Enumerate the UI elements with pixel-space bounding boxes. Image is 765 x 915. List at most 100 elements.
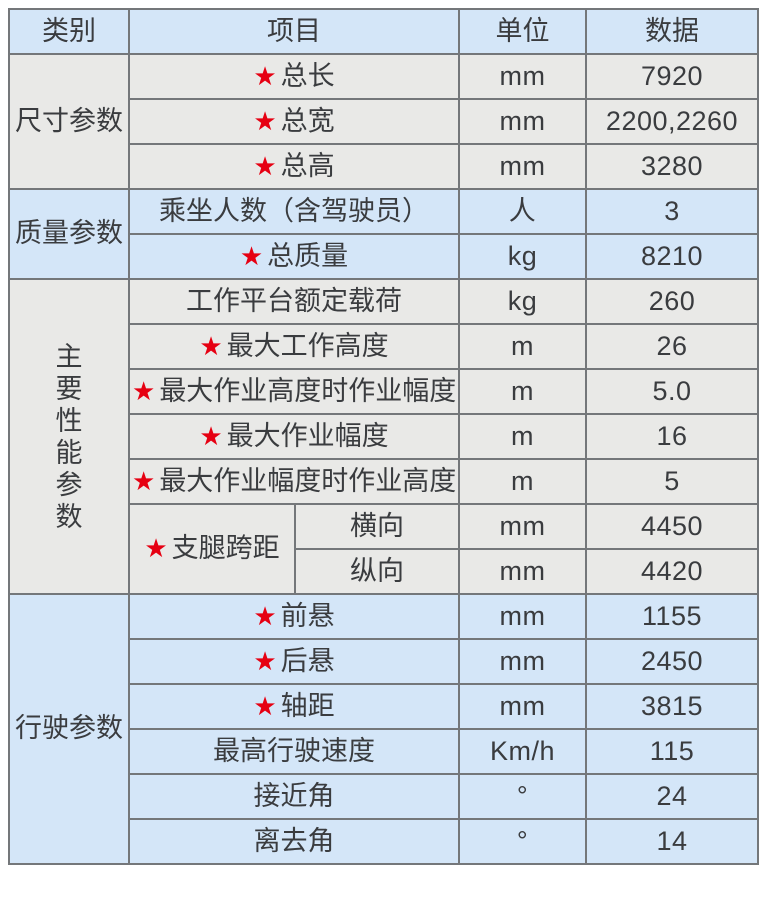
item-label: 总长 — [280, 60, 335, 91]
value-cell: 5 — [585, 458, 759, 505]
spec-table-body: 尺寸参数 ★ 总长 mm 7920 ★ 总宽 mm 2200,2260 ★ 总高 mm 3280 质量参数… — [8, 53, 759, 865]
item-cell: 最高行驶速度 — [128, 728, 460, 775]
value-cell: 2200,2260 — [585, 98, 759, 145]
unit-cell: m — [458, 323, 587, 370]
value-cell: 260 — [585, 278, 759, 325]
item-cell: ★ 最大作业幅度时作业高度 — [128, 458, 460, 505]
table-row: ★ 总宽 mm 2200,2260 — [9, 98, 759, 145]
table-row: ★ 总质量 kg 8210 — [9, 233, 759, 280]
header-item: 项目 — [128, 8, 460, 55]
item-label: 轴距 — [280, 690, 335, 721]
category-char: 主 — [55, 341, 83, 372]
value-cell: 1155 — [585, 593, 759, 640]
table-row: ★ 总高 mm 3280 — [9, 143, 759, 190]
value-cell: 3280 — [585, 143, 759, 190]
unit-cell: mm — [458, 53, 587, 100]
unit-cell: 人 — [458, 188, 587, 235]
item-cell: 乘坐人数（含驾驶员） — [128, 188, 460, 235]
category-char: 性 — [55, 405, 83, 436]
category-char: 要 — [55, 373, 83, 404]
spec-table: 类别 项目 单位 数据 尺寸参数 ★ 总长 mm 7920 ★ 总宽 mm 2200,2260 ★… — [8, 8, 759, 865]
value-cell: 3 — [585, 188, 759, 235]
table-row: ★ 后悬 mm 2450 — [9, 638, 759, 685]
unit-cell: m — [458, 458, 587, 505]
unit-cell: ° — [458, 773, 587, 820]
unit-cell: mm — [458, 98, 587, 145]
item-label: 最大作业幅度时作业高度 — [159, 465, 457, 496]
item-label: 接近角 — [253, 780, 335, 811]
header-row: 类别 项目 单位 数据 — [8, 8, 759, 55]
star-icon: ★ — [253, 690, 277, 721]
sub-item-cell: 横向 — [294, 503, 460, 550]
item-cell: 接近角 — [128, 773, 460, 820]
star-icon: ★ — [199, 330, 223, 361]
item-cell: ★ 总长 — [128, 53, 460, 100]
item-label: 总质量 — [267, 240, 349, 271]
category-char: 参 — [55, 469, 83, 500]
item-cell: ★ 总宽 — [128, 98, 460, 145]
star-icon: ★ — [239, 240, 264, 271]
value-cell: 8210 — [585, 233, 759, 280]
value-cell: 3815 — [585, 683, 759, 730]
unit-cell: Km/h — [458, 728, 587, 775]
value-cell: 7920 — [585, 53, 759, 100]
star-icon: ★ — [253, 600, 277, 631]
item-label: 工作平台额定载荷 — [186, 285, 402, 316]
unit-cell: mm — [458, 548, 587, 595]
item-label: 前悬 — [280, 600, 335, 631]
category-char: 能 — [55, 437, 83, 468]
table-row: ★ 支腿跨距 横向 mm 4450 — [9, 503, 759, 595]
item-cell: ★ 最大作业高度时作业幅度 — [128, 368, 460, 415]
table-row: ★ 最大作业幅度 m 16 — [9, 413, 759, 460]
item-cell: 离去角 — [128, 818, 460, 865]
unit-cell: kg — [458, 233, 587, 280]
item-cell: ★ 总质量 — [128, 233, 460, 280]
value-cell: 4420 — [585, 548, 759, 595]
value-cell: 2450 — [585, 638, 759, 685]
item-label: 最大作业高度时作业幅度 — [159, 375, 457, 406]
unit-cell: mm — [458, 638, 587, 685]
unit-cell: m — [458, 413, 587, 460]
unit-cell: mm — [458, 593, 587, 640]
item-cell: ★ 总高 — [128, 143, 460, 190]
value-cell: 14 — [585, 818, 759, 865]
unit-cell: m — [458, 368, 587, 415]
item-label: 后悬 — [280, 645, 335, 676]
item-label: 离去角 — [253, 825, 335, 856]
star-icon: ★ — [253, 150, 277, 181]
table-row: ★ 轴距 mm 3815 — [9, 683, 759, 730]
item-label: 最大作业幅度 — [226, 420, 389, 451]
table-row: 尺寸参数 ★ 总长 mm 7920 — [8, 53, 759, 190]
item-label: 支腿跨距 — [171, 533, 280, 564]
page: 类别 项目 单位 数据 尺寸参数 ★ 总长 mm 7920 ★ 总宽 mm 2200,2260 ★… — [8, 8, 759, 865]
value-cell: 16 — [585, 413, 759, 460]
category-cell: 质量参数 — [8, 188, 130, 280]
category-cell: 主要性能参数 — [8, 278, 130, 595]
unit-cell: ° — [458, 818, 587, 865]
star-icon: ★ — [132, 465, 156, 496]
item-cell: 工作平台额定载荷 — [128, 278, 460, 325]
value-cell: 24 — [585, 773, 759, 820]
table-row: ★ 最大工作高度 m 26 — [9, 323, 759, 370]
table-row: 质量参数 乘坐人数（含驾驶员） 人 3 — [8, 188, 759, 280]
star-icon: ★ — [253, 645, 277, 676]
unit-cell: kg — [458, 278, 587, 325]
item-cell: ★ 最大工作高度 — [128, 323, 460, 370]
table-row: 主要性能参数 工作平台额定载荷 kg 260 — [8, 278, 759, 595]
header-category: 类别 — [8, 8, 130, 55]
value-cell: 5.0 — [585, 368, 759, 415]
category-cell: 尺寸参数 — [8, 53, 130, 190]
category-char: 数 — [55, 501, 83, 532]
item-label: 最高行驶速度 — [213, 735, 375, 766]
table-row: 接近角 ° 24 — [9, 773, 759, 820]
table-row: 最高行驶速度 Km/h 115 — [9, 728, 759, 775]
item-label: 乘坐人数（含驾驶员） — [159, 195, 429, 226]
table-row: ★ 最大作业幅度时作业高度 m 5 — [9, 458, 759, 505]
category-cell: 行驶参数 — [8, 593, 130, 865]
value-cell: 4450 — [585, 503, 759, 550]
sub-item-cell: 纵向 — [294, 548, 460, 595]
star-icon: ★ — [199, 420, 223, 451]
item-label: 总宽 — [280, 105, 335, 136]
item-label: 总高 — [280, 150, 335, 181]
item-cell: ★ 后悬 — [128, 638, 460, 685]
